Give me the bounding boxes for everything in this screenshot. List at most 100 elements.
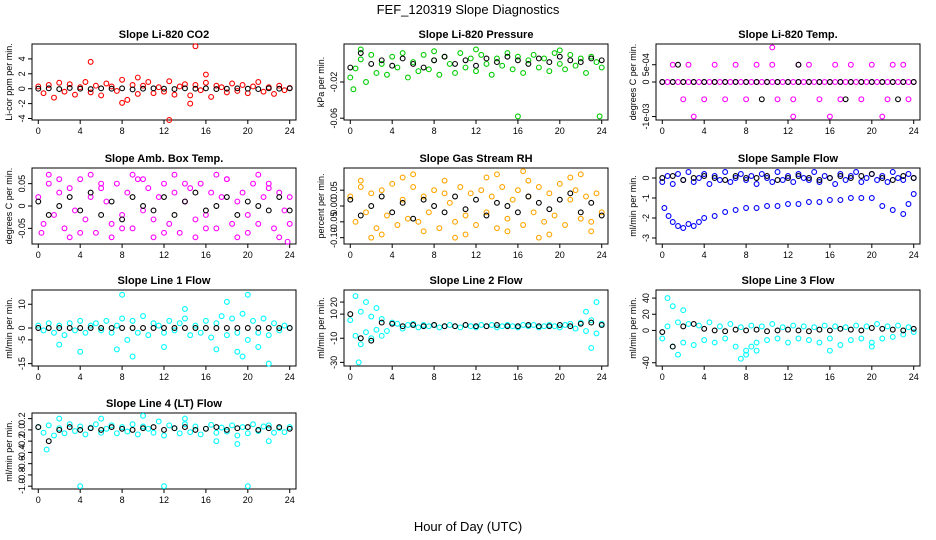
- data-point: [77, 426, 84, 433]
- data-point: [858, 327, 865, 334]
- y-tick-label: -0.05: [17, 218, 27, 239]
- data-point: [399, 199, 406, 206]
- y-tick-label: 0: [641, 175, 651, 180]
- data-point: [499, 184, 506, 190]
- data-point: [431, 187, 438, 194]
- data-point: [868, 325, 875, 331]
- data-point: [378, 231, 385, 238]
- data-point: [478, 51, 485, 58]
- data-point: [415, 324, 422, 331]
- y-tick-label: -40: [641, 356, 651, 369]
- data-point: [572, 62, 579, 69]
- data-point: [378, 187, 385, 194]
- data-point: [494, 55, 500, 62]
- data-point: [265, 332, 272, 339]
- data-point: [706, 79, 713, 85]
- data-point: [879, 335, 886, 342]
- x-tick-label: 12: [159, 126, 169, 136]
- data-point: [457, 324, 464, 331]
- series-colored: [347, 168, 605, 241]
- data-point: [868, 79, 875, 85]
- data-point: [260, 194, 267, 201]
- data-point: [244, 483, 251, 490]
- data-point: [192, 325, 199, 331]
- data-point: [452, 60, 458, 67]
- data-point: [811, 169, 818, 175]
- data-point: [425, 209, 432, 216]
- data-point: [108, 325, 115, 331]
- data-point: [504, 323, 511, 330]
- data-point: [764, 203, 770, 209]
- data-point: [239, 310, 246, 317]
- data-point: [753, 79, 760, 85]
- data-point: [113, 322, 120, 329]
- data-point: [535, 184, 542, 190]
- data-point: [588, 344, 595, 351]
- data-point: [588, 228, 595, 235]
- data-point: [758, 79, 765, 85]
- figure-title: FEF_120319 Slope Diagnostics: [377, 2, 560, 17]
- data-point: [816, 339, 823, 346]
- data-point: [520, 168, 527, 175]
- data-point: [255, 325, 262, 331]
- data-point: [40, 429, 47, 436]
- data-point: [722, 335, 729, 342]
- data-point: [98, 325, 105, 331]
- data-point: [244, 325, 251, 331]
- data-point: [596, 113, 603, 120]
- data-point: [45, 211, 52, 218]
- data-point: [826, 335, 833, 342]
- data-point: [556, 60, 563, 67]
- data-point: [234, 85, 241, 92]
- data-point: [363, 329, 369, 336]
- panel-2: Slope Li-820 Pressure 0 4 8 12 16 20 24 -0.06 -0.…: [316, 29, 609, 136]
- data-point: [889, 79, 896, 85]
- data-point: [556, 196, 563, 203]
- data-point: [847, 337, 854, 344]
- data-point: [129, 86, 136, 93]
- data-point: [51, 329, 57, 336]
- data-point: [837, 342, 844, 348]
- data-point: [690, 79, 697, 85]
- data-point: [774, 327, 781, 334]
- series-colored: [35, 291, 293, 367]
- data-point: [514, 57, 521, 64]
- y-tick-label: -1: [641, 194, 651, 202]
- data-point: [690, 321, 697, 327]
- data-point: [588, 199, 595, 206]
- y-tick-label: 20: [641, 309, 651, 319]
- data-point: [514, 113, 521, 120]
- data-point: [905, 324, 912, 331]
- data-point: [255, 220, 262, 227]
- data-point: [853, 169, 860, 175]
- data-point: [701, 325, 708, 332]
- data-point: [889, 61, 896, 68]
- data-point: [347, 193, 354, 200]
- data-point: [535, 199, 542, 206]
- data-point: [197, 87, 204, 94]
- data-point: [535, 64, 542, 71]
- data-point: [119, 425, 126, 432]
- data-point: [155, 322, 162, 329]
- data-point: [378, 193, 385, 200]
- data-point: [182, 180, 188, 187]
- y-tick-label: 0.00: [329, 197, 339, 215]
- data-point: [140, 176, 146, 183]
- data-point: [452, 323, 458, 330]
- data-point: [150, 90, 157, 97]
- data-point: [727, 321, 734, 327]
- data-point: [260, 88, 267, 95]
- data-point: [790, 322, 797, 329]
- data-point: [562, 66, 568, 73]
- data-point: [737, 171, 744, 177]
- data-point: [77, 176, 84, 183]
- data-point: [108, 83, 115, 90]
- data-point: [56, 189, 63, 196]
- data-point: [732, 175, 739, 181]
- data-point: [410, 215, 417, 222]
- data-point: [895, 96, 901, 103]
- data-point: [213, 171, 220, 178]
- data-point: [161, 85, 167, 92]
- data-point: [806, 328, 812, 335]
